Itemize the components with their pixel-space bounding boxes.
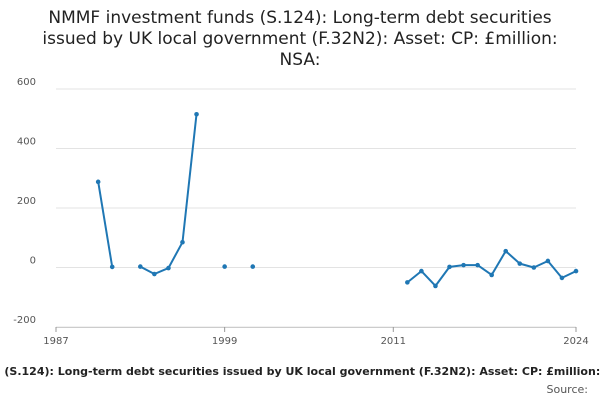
y-axis: 600 400 200 0 -200	[13, 77, 36, 326]
series-segment	[97, 181, 114, 268]
data-point[interactable]	[95, 179, 101, 185]
data-point[interactable]	[559, 275, 565, 281]
data-point[interactable]	[419, 268, 424, 274]
data-point[interactable]	[152, 271, 157, 277]
data-point[interactable]	[503, 248, 509, 254]
data-point[interactable]	[517, 261, 523, 266]
data-point[interactable]	[447, 264, 452, 270]
gridlines	[56, 88, 576, 328]
data-points	[95, 111, 579, 289]
x-tick-label: 2011	[381, 336, 406, 347]
x-axis: 1987 1999 2011 2024	[43, 327, 589, 347]
x-tick-label: 1987	[43, 336, 68, 347]
data-point[interactable]	[489, 272, 494, 278]
x-tick-label: 1999	[212, 336, 237, 347]
data-point[interactable]	[573, 268, 579, 274]
data-point[interactable]	[194, 111, 199, 117]
data-point[interactable]	[138, 264, 143, 269]
y-tick-label: 400	[17, 137, 36, 148]
data-point[interactable]	[433, 283, 438, 289]
series-segment	[139, 114, 198, 275]
y-tick-label: -200	[13, 315, 36, 326]
data-point[interactable]	[166, 265, 171, 271]
y-tick-label: 600	[17, 77, 36, 88]
data-point[interactable]	[461, 262, 466, 268]
data-point[interactable]	[109, 264, 115, 270]
series-line	[97, 114, 577, 287]
data-point[interactable]	[222, 264, 227, 269]
x-axis-label: funds (S.124): Long-term debt securities…	[0, 365, 600, 378]
data-point[interactable]	[250, 264, 256, 269]
x-tick-label: 2024	[563, 336, 588, 347]
y-tick-label: 0	[30, 256, 36, 267]
data-point[interactable]	[180, 239, 185, 245]
chart-title: NMMF investment funds (S.124): Long-term…	[42, 8, 558, 70]
data-point[interactable]	[405, 280, 410, 285]
y-tick-label: 200	[17, 196, 36, 207]
data-point[interactable]	[545, 258, 551, 264]
data-point[interactable]	[531, 265, 537, 270]
series-segment	[406, 250, 577, 287]
source-label: Source:	[547, 383, 589, 396]
data-point[interactable]	[475, 262, 480, 268]
